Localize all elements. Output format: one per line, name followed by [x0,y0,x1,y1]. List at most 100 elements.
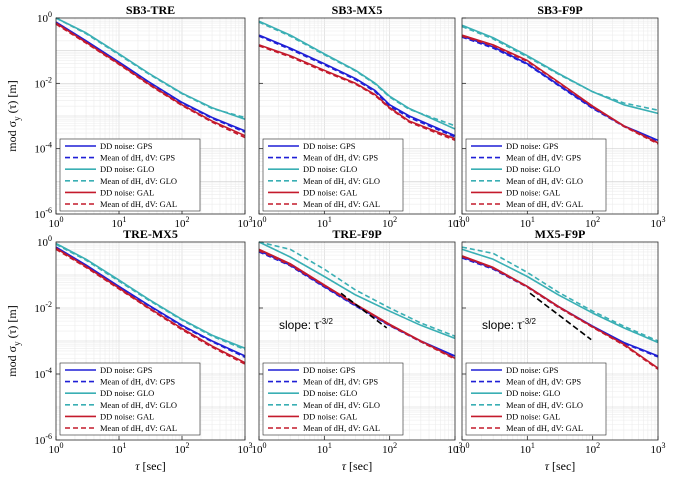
series-line [461,25,659,111]
slope-reference-line [529,292,592,341]
axes-box [55,17,246,215]
legend-label: Mean of dH, dV: GAL [100,199,177,209]
series-line [461,246,659,342]
series-group [55,242,246,365]
series-line [258,45,456,142]
axes-box [258,241,456,441]
legend-label: Mean of dH, dV: GLO [100,176,177,186]
legend-box [465,362,607,436]
x-tick-label: 103 [448,441,463,456]
x-tick-label: 100 [252,441,267,456]
legend-label: Mean of dH, dV: GPS [303,153,378,163]
legend-label: DD noise: GAL [303,187,357,197]
legend-label: DD noise: GAL [303,411,357,421]
legend-label: Mean of dH, dV: GLO [506,400,583,410]
x-tick-label: 101 [112,215,127,230]
subplot-title: SB3-TRE [126,3,175,17]
legend-label: DD noise: GLO [100,388,154,398]
series-line [55,17,246,119]
legend-label: DD noise: GAL [506,411,560,421]
legend-label: Mean of dH, dV: GPS [303,377,378,387]
legend-box [59,362,201,436]
x-tick-label: 101 [520,215,535,230]
x-tick-label: 103 [448,215,463,230]
y-tick-label: 100 [37,234,52,249]
x-tick-label: 103 [238,441,253,456]
slope-reference-line [340,292,388,329]
legend-label: Mean of dH, dV: GAL [506,199,583,209]
series-line [258,34,456,137]
slope-annotation: slope: τ-3/2 [482,317,536,332]
axes-box [461,241,659,441]
legend-label: DD noise: GPS [303,365,356,375]
series-line [55,248,246,365]
legend-label: Mean of dH, dV: GPS [100,377,175,387]
subplot-title: SB3-MX5 [332,3,383,17]
subplot-sb3-tre: 100 101 102 103 100 10-2 10-4 10-6 SB3-TRE DD noi… [5,3,253,230]
subplot-title: SB3-F9P [537,3,582,17]
x-tick-label: 101 [112,441,127,456]
subplot-tre-f9p: slope: τ-3/2 100 101 102 103 TRE-F9P DD noise:… [252,227,463,473]
legend-label: Mean of dH, dV: GLO [303,400,380,410]
x-tick-label: 100 [455,215,470,230]
legend-label: DD noise: GLO [303,164,357,174]
x-tick-label: 100 [49,215,64,230]
legend-box [262,362,404,436]
legend-label: Mean of dH, dV: GPS [506,377,581,387]
x-tick-label: 102 [585,215,600,230]
x-axis-label: τ [sec] [135,459,166,473]
legend-label: Mean of dH, dV: GAL [100,423,177,433]
legend-label: Mean of dH, dV: GAL [303,423,380,433]
y-tick-label: 10-2 [34,300,52,315]
series-line [55,23,246,139]
axes-box [55,241,246,441]
x-tick-label: 103 [238,215,253,230]
series-line [258,249,456,360]
y-tick-label: 10-4 [34,141,52,156]
series-group [258,20,456,142]
legend-box [465,138,607,212]
grid [462,242,658,440]
legend-label: DD noise: GPS [506,141,559,151]
series-line [258,241,456,340]
series-line [258,241,456,337]
legend-box [262,138,404,212]
y-tick-label: 100 [37,10,52,25]
legend-label: Mean of dH, dV: GLO [303,176,380,186]
series-group [55,17,246,139]
legend-label: Mean of dH, dV: GLO [100,400,177,410]
subplot-sb3-f9p: 100 101 102 103 SB3-F9P DD noise: GPS Mean of … [455,3,666,230]
subplot-title: TRE-MX5 [123,227,178,241]
x-tick-label: 101 [520,441,535,456]
subplot-tre-mx5: 100 101 102 103 100 10-2 10-4 10-6 TRE-MX5 DD noi… [5,227,253,473]
series-group [258,241,456,360]
legend-label: DD noise: GAL [100,187,154,197]
x-tick-label: 102 [382,215,397,230]
subplot-mx5-f9p: slope: τ-3/2 100 101 102 103 MX5-F9P DD noise:… [455,227,666,473]
series-line [461,255,659,370]
legend-label: Mean of dH, dV: GLO [506,176,583,186]
x-tick-label: 102 [585,441,600,456]
legend-label: Mean of dH, dV: GPS [100,153,175,163]
x-tick-label: 102 [175,441,190,456]
subplot-sb3-mx5: 100 101 102 103 SB3-MX5 DD noise: GPS Mean of … [252,3,463,230]
x-tick-label: 103 [651,441,666,456]
legend-label: DD noise: GLO [303,388,357,398]
series-group [461,24,659,145]
y-tick-label: 10-2 [34,75,52,90]
series-line [461,35,659,145]
x-tick-label: 103 [651,215,666,230]
series-line [461,248,659,344]
subplot-title: TRE-F9P [332,227,381,241]
y-axis-label: mod σy (τ) [m] [5,305,22,376]
legend-label: DD noise: GAL [506,187,560,197]
y-tick-label: 10-6 [34,432,52,447]
x-tick-label: 101 [317,441,332,456]
